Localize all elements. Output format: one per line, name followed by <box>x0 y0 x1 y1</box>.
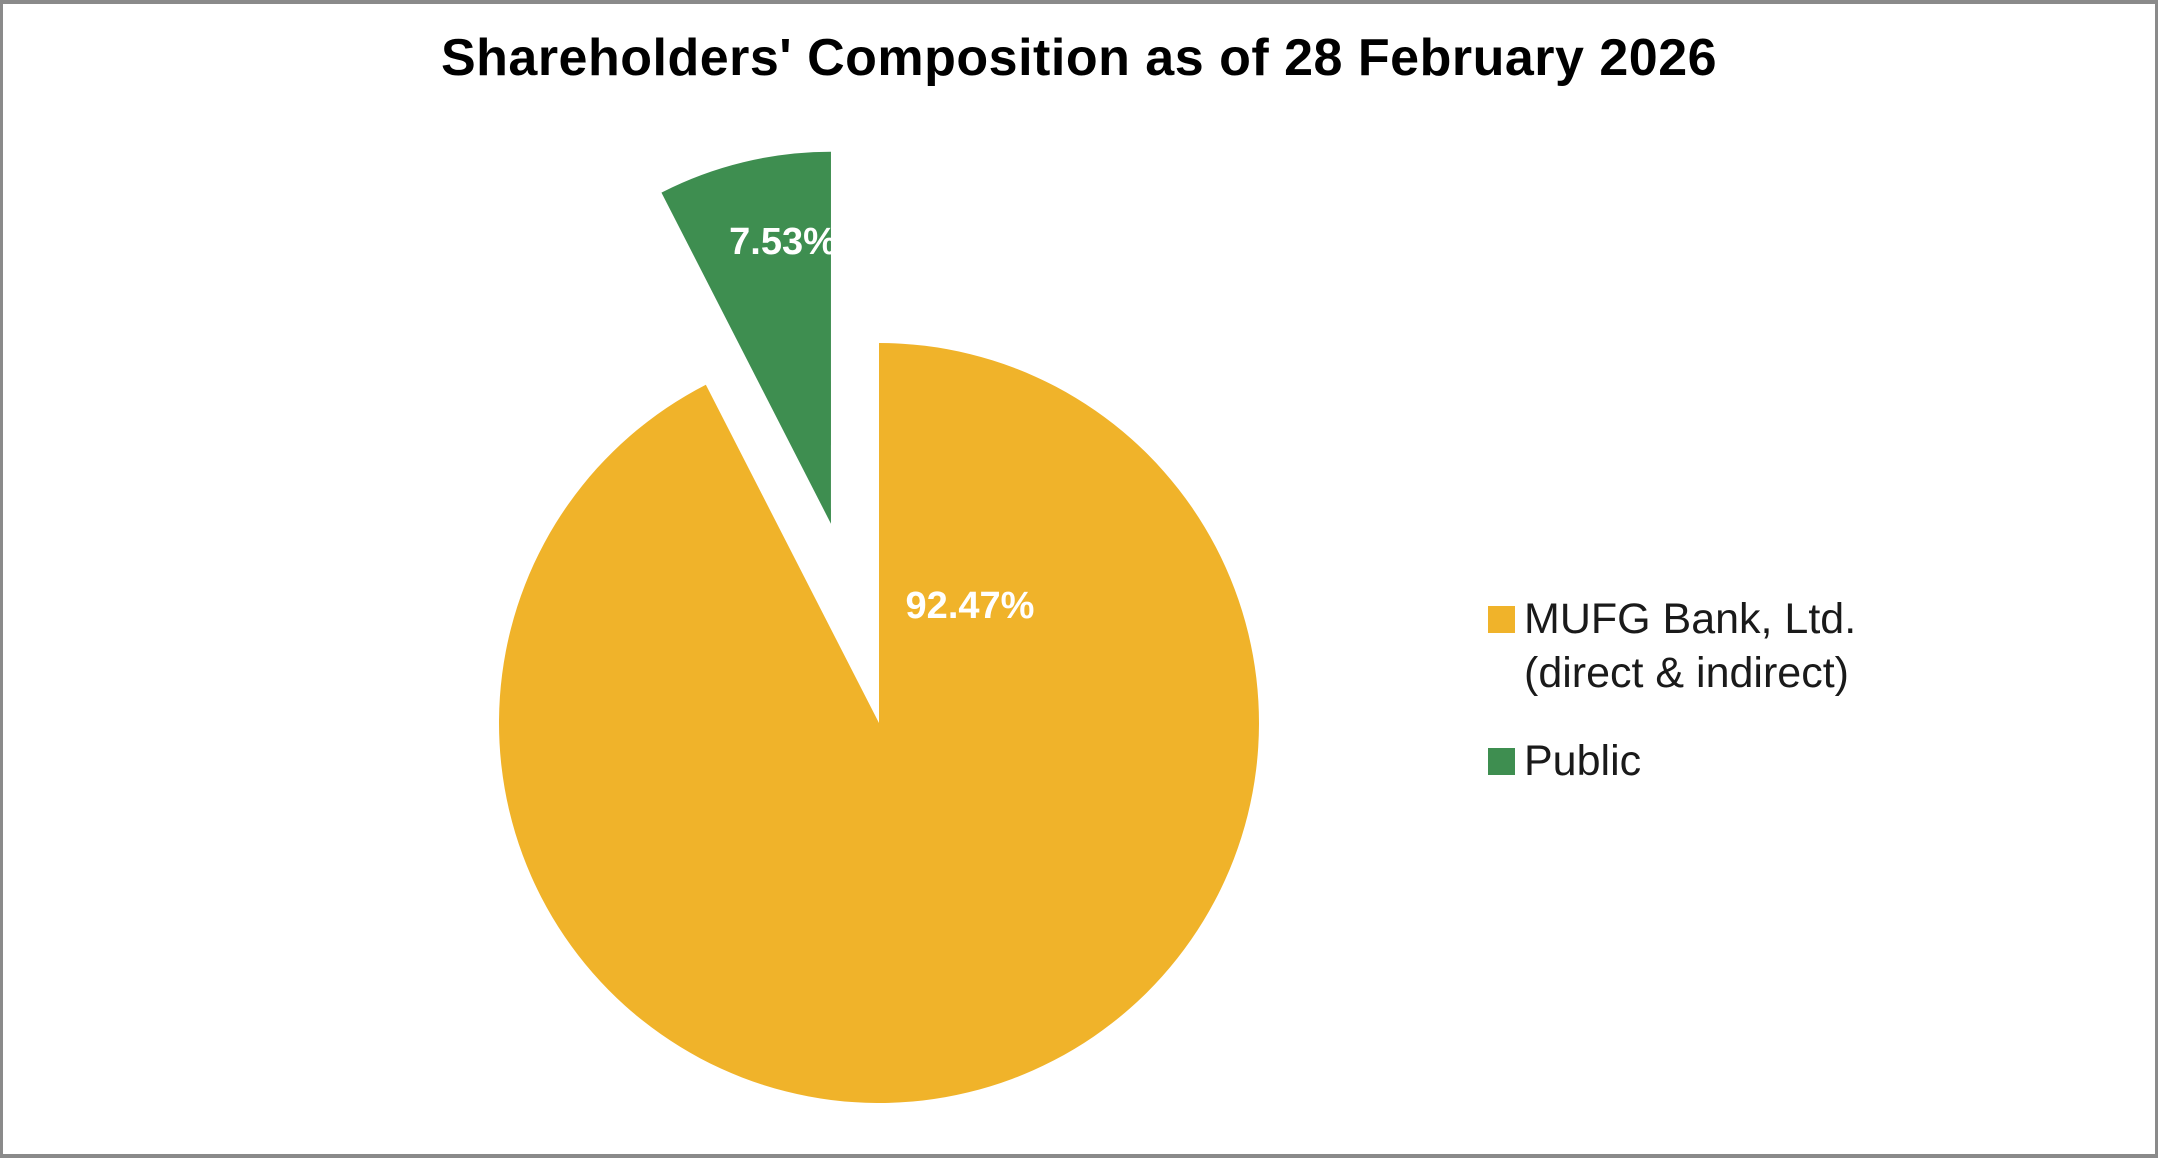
legend-label-mufg-bank: MUFG Bank, Ltd. (direct & indirect) <box>1524 595 1857 697</box>
legend-item-mufg-bank: MUFG Bank, Ltd. (direct & indirect) <box>1488 592 1856 700</box>
pie-slice-mufg-bank <box>498 343 1259 1103</box>
data-label-public: 7.53% <box>729 221 837 263</box>
legend-label-public: Public <box>1524 737 1642 785</box>
chart-title: Shareholders' Composition as of 28 Febru… <box>440 29 1718 87</box>
legend-swatch-public <box>1488 748 1515 775</box>
data-label-mufg-bank: 92.47% <box>906 585 1035 627</box>
pie-slice-public <box>661 151 831 524</box>
legend-item-public: Public <box>1488 734 1641 788</box>
legend-swatch-mufg-bank <box>1488 606 1515 633</box>
